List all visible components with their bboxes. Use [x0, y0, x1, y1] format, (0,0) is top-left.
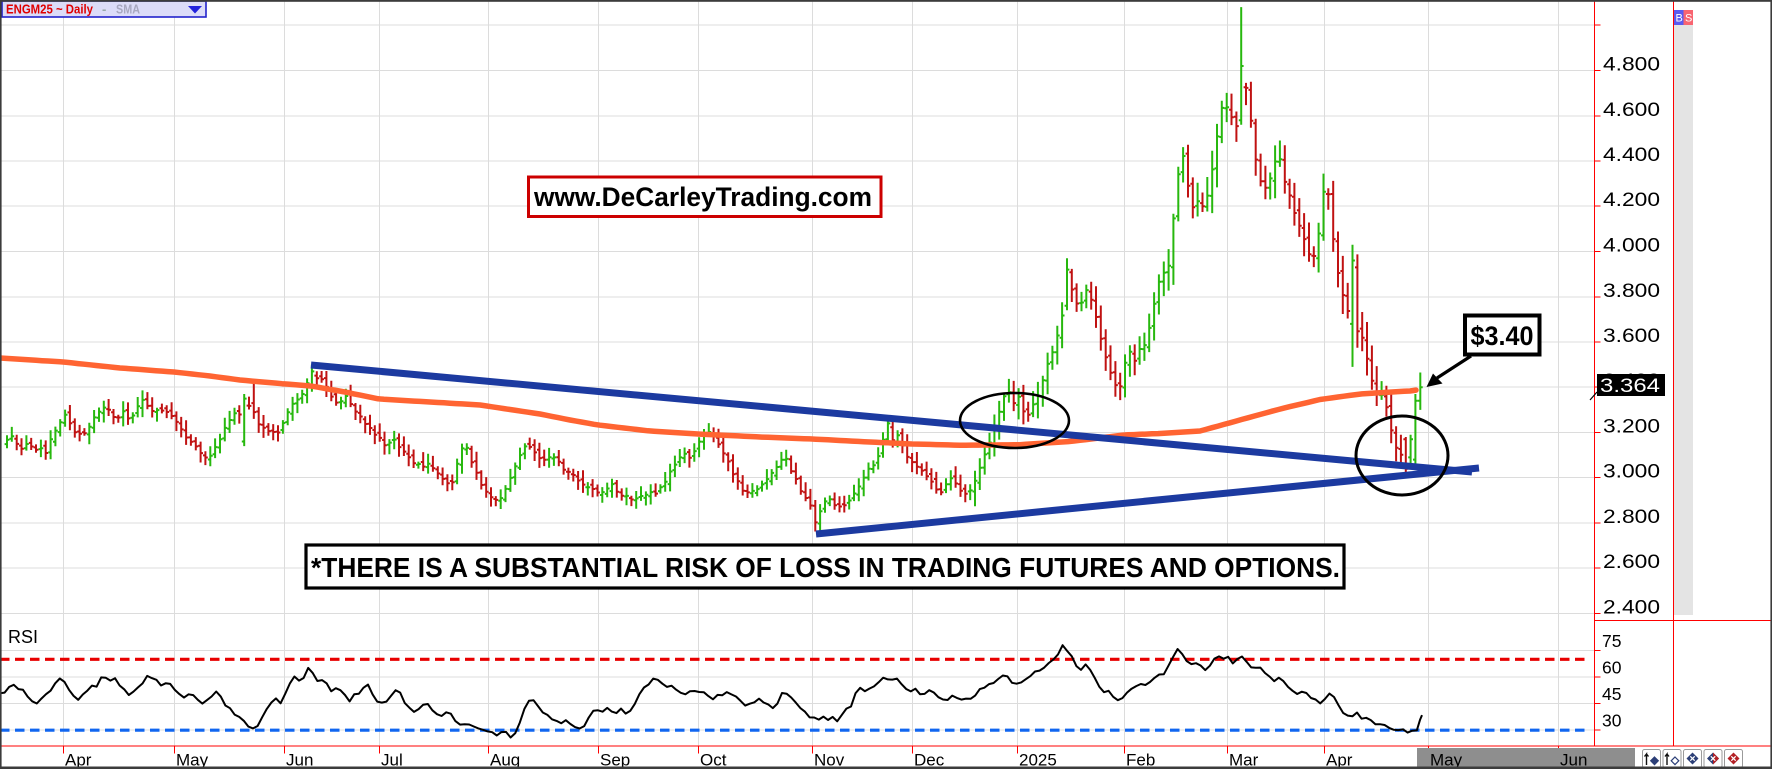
svg-text:B: B — [1676, 13, 1683, 25]
svg-text:3.364: 3.364 — [1600, 376, 1661, 397]
svg-text:4.000: 4.000 — [1603, 236, 1660, 257]
svg-text:Jul: Jul — [381, 751, 403, 769]
svg-text:Mar: Mar — [1229, 751, 1259, 769]
svg-text:3.800: 3.800 — [1603, 281, 1660, 302]
svg-text:2.800: 2.800 — [1603, 507, 1660, 528]
svg-text:4.600: 4.600 — [1603, 100, 1660, 121]
svg-text:4.200: 4.200 — [1603, 190, 1660, 211]
svg-text:3.600: 3.600 — [1603, 326, 1660, 347]
svg-text:75: 75 — [1602, 631, 1621, 651]
svg-text:May: May — [1430, 751, 1463, 769]
svg-text:www.DeCarleyTrading.com: www.DeCarleyTrading.com — [533, 182, 872, 212]
svg-text:45: 45 — [1602, 684, 1621, 704]
svg-text:RSI: RSI — [8, 627, 38, 647]
svg-text:Sep: Sep — [600, 751, 630, 769]
svg-text:Oct: Oct — [700, 751, 727, 769]
svg-text:S: S — [1685, 13, 1692, 25]
svg-text:Jun: Jun — [1560, 751, 1587, 769]
svg-text:3.200: 3.200 — [1603, 417, 1660, 438]
svg-text:30: 30 — [1602, 711, 1622, 731]
svg-text:ENGM25 ~ Daily: ENGM25 ~ Daily — [6, 2, 94, 17]
svg-text:May: May — [176, 751, 209, 769]
svg-text:-SMA: - SMA — [102, 2, 141, 17]
svg-text:$3.40: $3.40 — [1471, 321, 1534, 351]
svg-text:Apr: Apr — [65, 751, 92, 769]
svg-text:2025: 2025 — [1019, 751, 1057, 769]
svg-text:3.000: 3.000 — [1603, 462, 1660, 483]
svg-text:4.800: 4.800 — [1603, 55, 1660, 76]
svg-text:Nov: Nov — [814, 751, 845, 769]
svg-text:Apr: Apr — [1326, 751, 1353, 769]
svg-text:4.400: 4.400 — [1603, 145, 1660, 166]
svg-text:Jun: Jun — [286, 751, 313, 769]
svg-text:Feb: Feb — [1126, 751, 1155, 769]
svg-text:Aug: Aug — [490, 751, 520, 769]
svg-text:2.400: 2.400 — [1603, 598, 1660, 619]
svg-text:2.600: 2.600 — [1603, 552, 1660, 573]
svg-text:Dec: Dec — [914, 751, 945, 769]
svg-text:*THERE IS A SUBSTANTIAL RISK O: *THERE IS A SUBSTANTIAL RISK OF LOSS IN … — [311, 552, 1340, 583]
svg-text:60: 60 — [1602, 658, 1622, 678]
